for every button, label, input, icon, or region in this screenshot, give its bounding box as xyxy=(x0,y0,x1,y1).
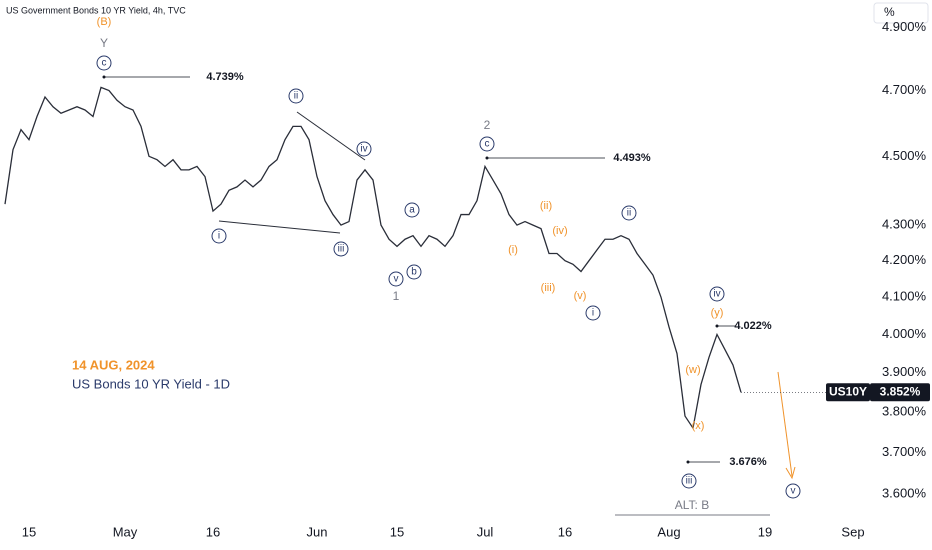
wave-label: iv xyxy=(713,289,720,300)
price-line xyxy=(4,86,742,430)
wave-label: i xyxy=(218,231,220,242)
unit-box[interactable] xyxy=(873,2,929,24)
chart-header: US Government Bonds 10 YR Yield, 4h, TVC xyxy=(6,5,186,15)
wave-label: 3.676% xyxy=(729,456,767,468)
wave-circle xyxy=(211,228,227,244)
x-tick-label: May xyxy=(113,524,138,539)
chart-note: US Bonds 10 YR Yield - 1D xyxy=(72,376,230,391)
wave-label: (v) xyxy=(574,290,587,302)
y-tick-label: 4.000% xyxy=(882,326,927,341)
wave-circle xyxy=(404,202,420,218)
wave-label: iii xyxy=(686,476,693,487)
wave-label: (x) xyxy=(692,420,705,432)
wave-label: (B) xyxy=(97,16,112,28)
wave-label: 4.739% xyxy=(206,71,244,83)
x-tick-label: 19 xyxy=(758,524,772,539)
wave-circle xyxy=(333,241,349,257)
wave-circle xyxy=(681,473,697,489)
wave-label: c xyxy=(485,139,490,150)
x-tick-label: 16 xyxy=(558,524,572,539)
wave-circle xyxy=(388,271,404,287)
y-tick-label: 3.800% xyxy=(882,404,927,419)
wave-label: ALT: B xyxy=(675,498,709,512)
wave-label: (w) xyxy=(685,364,700,376)
wave-label: (y) xyxy=(711,307,724,319)
wave-circle xyxy=(406,264,422,280)
symbol-label: US10Y xyxy=(829,384,867,398)
forecast-arrow-head xyxy=(785,466,796,480)
y-tick-label: 3.600% xyxy=(882,485,927,500)
unit-label: % xyxy=(884,5,895,19)
price-level-dot xyxy=(715,324,719,328)
y-tick-label: 3.900% xyxy=(882,364,927,379)
wave-label: ii xyxy=(294,91,298,102)
forecast-arrow xyxy=(777,371,793,477)
wave-label: c xyxy=(102,58,107,69)
wave-label: v xyxy=(791,486,796,497)
wave-circle xyxy=(356,141,372,157)
wave-circle xyxy=(621,205,637,221)
y-tick-label: 4.900% xyxy=(882,19,927,34)
wave-label: ii xyxy=(627,208,631,219)
wave-label: i xyxy=(592,308,594,319)
last-price-badge xyxy=(870,383,930,402)
y-tick-label: 4.200% xyxy=(882,252,927,267)
wave-circle xyxy=(585,305,601,321)
y-tick-label: 4.700% xyxy=(882,82,927,97)
x-tick-label: Sep xyxy=(841,524,864,539)
wave-label: (ii) xyxy=(540,200,552,212)
wave-label: (iii) xyxy=(541,282,556,294)
last-price-label: 3.852% xyxy=(880,384,921,398)
wave-label: (iv) xyxy=(552,225,567,237)
trend-line xyxy=(296,111,366,161)
wave-label: v xyxy=(394,274,399,285)
x-tick-label: Jul xyxy=(477,524,494,539)
y-tick-label: 4.300% xyxy=(882,217,927,232)
wave-label: a xyxy=(409,205,415,216)
wave-label: 4.493% xyxy=(613,152,651,164)
wave-label: 2 xyxy=(484,118,491,132)
price-level-dot xyxy=(485,156,489,160)
wave-label: iv xyxy=(360,144,367,155)
x-tick-label: 16 xyxy=(206,524,220,539)
x-tick-label: 15 xyxy=(22,524,36,539)
wave-label: 4.022% xyxy=(734,320,772,332)
price-level-dot xyxy=(686,460,690,464)
wave-label: iii xyxy=(338,244,345,255)
wave-label: (i) xyxy=(508,244,518,256)
wave-label: Y xyxy=(100,36,108,50)
y-tick-label: 3.700% xyxy=(882,444,927,459)
wave-label: 1 xyxy=(393,289,400,303)
trend-line xyxy=(218,220,341,234)
date-note: 14 AUG, 2024 xyxy=(72,357,155,372)
wave-circle xyxy=(288,88,304,104)
symbol-badge xyxy=(826,383,870,402)
wave-circle xyxy=(479,136,495,152)
wave-circle xyxy=(785,483,801,499)
wave-circle xyxy=(709,286,725,302)
y-tick-label: 4.100% xyxy=(882,289,927,304)
price-level-dot xyxy=(102,75,106,79)
wave-circle xyxy=(96,55,112,71)
x-tick-label: 15 xyxy=(390,524,404,539)
wave-label: b xyxy=(411,267,417,278)
x-tick-label: Jun xyxy=(307,524,328,539)
x-tick-label: Aug xyxy=(657,524,680,539)
y-tick-label: 4.500% xyxy=(882,148,927,163)
